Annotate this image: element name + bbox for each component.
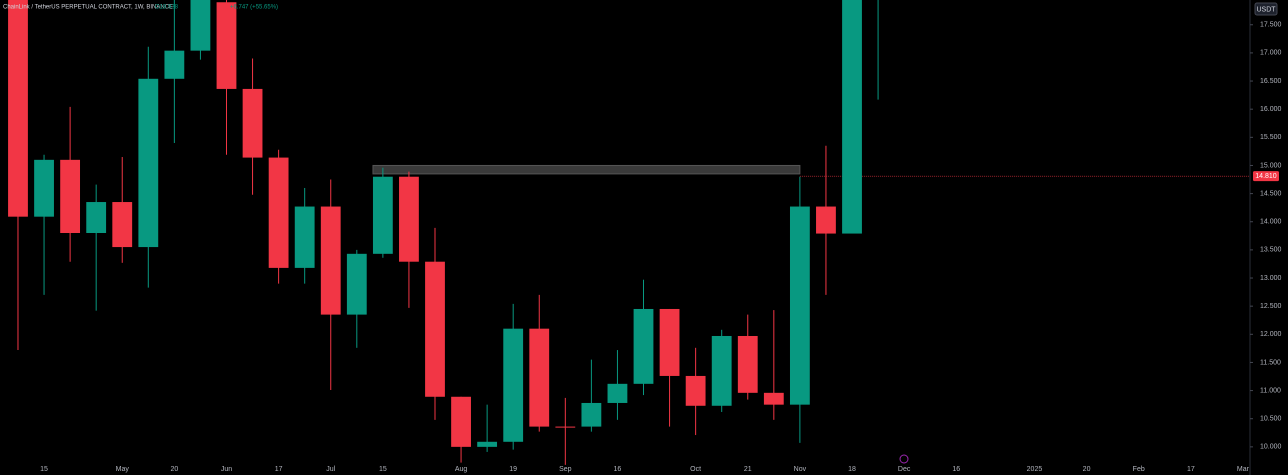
candle-body: [451, 396, 471, 447]
last-price-label: 14.810: [1255, 173, 1277, 180]
x-tick-label: Sep: [559, 466, 572, 473]
x-tick-label: Oct: [690, 466, 701, 473]
x-tick-label: 20: [170, 466, 178, 473]
y-tick-label: 16.500: [1260, 78, 1282, 85]
x-tick-label: May: [116, 466, 130, 473]
currency-button[interactable]: [1254, 2, 1278, 16]
x-tick-label: 15: [379, 466, 387, 473]
x-tick-label: 15: [40, 466, 48, 473]
y-tick-label: 10.500: [1260, 416, 1282, 423]
x-tick-label: 2025: [1027, 466, 1043, 473]
candle-body: [581, 402, 602, 427]
candle-body: [659, 308, 680, 376]
candle-body: [268, 157, 289, 268]
candle-body: [216, 2, 237, 89]
candle-body: [607, 383, 628, 403]
y-tick-label: 15.000: [1260, 162, 1282, 169]
x-tick-label: 18: [848, 466, 856, 473]
plot-area: [8, 0, 1250, 465]
candle-body: [399, 176, 419, 262]
candle-body: [763, 392, 784, 405]
x-tick-label: 21: [744, 466, 752, 473]
candle-body: [737, 335, 758, 393]
candle-body: [294, 206, 315, 268]
price-zone: [372, 164, 801, 175]
candle-body: [425, 261, 445, 397]
candle-body: [477, 441, 498, 447]
y-tick-label: 11.500: [1260, 359, 1281, 366]
x-tick-label: 20: [1083, 466, 1091, 473]
candle-body: [372, 176, 393, 254]
candle-body: [190, 0, 211, 51]
candle-body: [60, 159, 81, 233]
candle-body: [242, 88, 263, 158]
y-tick-label: 12.000: [1260, 331, 1282, 338]
x-tick-label: Aug: [455, 466, 468, 473]
currency-label[interactable]: USDT: [1256, 6, 1276, 13]
y-tick-label: 14.500: [1260, 190, 1282, 197]
y-tick-label: 10.000: [1260, 444, 1282, 451]
x-tick-label: 17: [275, 466, 283, 473]
y-tick-label: 13.000: [1260, 275, 1282, 282]
candle-body: [816, 206, 836, 234]
candle-body: [685, 375, 706, 406]
candle-body: [555, 426, 576, 428]
candle-body: [164, 50, 185, 79]
y-tick-label: 15.500: [1260, 134, 1282, 141]
candle-body: [711, 335, 732, 406]
candle-body: [112, 202, 133, 248]
change-text: +6.747 (+55.65%): [230, 5, 278, 11]
x-tick-label: Dec: [898, 466, 911, 473]
x-tick-label: Jun: [221, 466, 232, 473]
candle-body: [8, 0, 28, 217]
candle-body: [633, 308, 654, 384]
candle-body: [346, 253, 367, 315]
candle-body: [86, 202, 107, 233]
x-tick-label: 16: [952, 466, 960, 473]
chart-title: ChainLink / TetherUS PERPETUAL CONTRACT,…: [3, 5, 173, 11]
x-tick-label: 19: [509, 466, 517, 473]
candle-body: [34, 159, 54, 217]
x-tick-label: Jul: [326, 466, 335, 473]
candle-body: [529, 328, 550, 427]
y-tick-label: 13.500: [1260, 247, 1282, 254]
y-tick-label: 14.000: [1260, 219, 1282, 226]
y-tick-label: 16.000: [1260, 106, 1282, 113]
event-icon[interactable]: [899, 454, 909, 464]
x-tick-label: Feb: [1133, 466, 1145, 473]
candle-body: [138, 78, 159, 248]
y-tick-label: 11.000: [1260, 387, 1281, 394]
candle-body: [842, 0, 862, 234]
y-tick-label: 17.000: [1260, 50, 1282, 57]
candle-body: [789, 206, 810, 405]
y-tick-label: 17.500: [1260, 22, 1282, 29]
x-tick-label: 17: [1187, 466, 1195, 473]
x-tick-label: 16: [614, 466, 622, 473]
candle-body: [503, 328, 524, 442]
y-tick-label: 12.500: [1260, 303, 1282, 310]
last-price-box: [1253, 171, 1279, 182]
x-tick-label: Nov: [794, 466, 807, 473]
candle-body: [320, 206, 341, 315]
x-tick-label: Mar: [1237, 466, 1250, 473]
ohlc-text: O18.938: [155, 5, 179, 11]
